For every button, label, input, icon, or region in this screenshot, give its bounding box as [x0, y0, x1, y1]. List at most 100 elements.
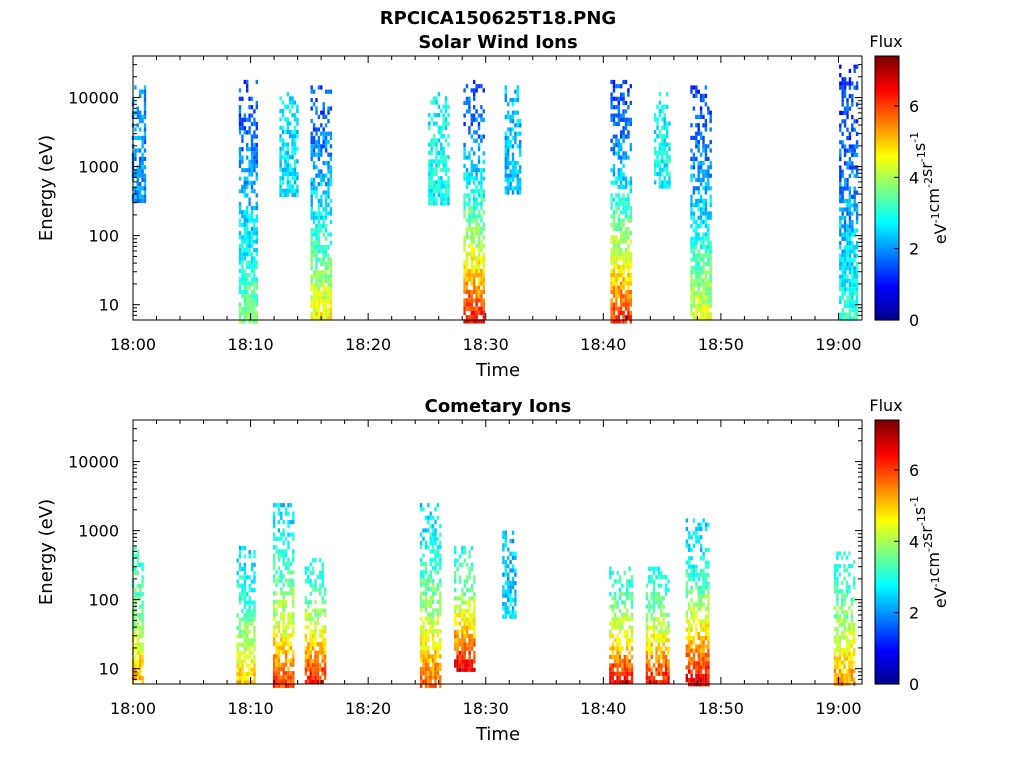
- heatmap-cell: [292, 620, 295, 625]
- heatmap-cell: [704, 211, 708, 216]
- heatmap-cell: [843, 148, 847, 153]
- heatmap-cell: [238, 121, 242, 127]
- heatmap-cell: [511, 610, 515, 615]
- heatmap-cell: [707, 522, 710, 527]
- heatmap-cell: [702, 211, 705, 216]
- colorbar-segment: [875, 547, 899, 551]
- heatmap-cell: [324, 303, 328, 308]
- colorbar-segment: [875, 221, 899, 224]
- heatmap-cell: [843, 94, 847, 99]
- heatmap-cell: [134, 148, 137, 153]
- heatmap-cell: [470, 264, 473, 269]
- heatmap-cell: [699, 245, 703, 250]
- heatmap-cell: [304, 637, 308, 643]
- heatmap-cell: [309, 679, 312, 685]
- heatmap-cell: [141, 177, 144, 182]
- heatmap-cell: [463, 583, 466, 588]
- heatmap-cell: [841, 119, 844, 124]
- heatmap-cell: [243, 604, 247, 609]
- heatmap-cell: [434, 570, 437, 575]
- heatmap-cell: [624, 231, 628, 236]
- heatmap-cell: [284, 117, 287, 122]
- heatmap-cell: [473, 613, 476, 618]
- heatmap-cell: [315, 291, 318, 296]
- heatmap-cell: [320, 274, 323, 279]
- heatmap-cell: [250, 277, 254, 282]
- heatmap-cell: [629, 315, 632, 320]
- heatmap-cell: [851, 228, 854, 233]
- colorbar-segment: [875, 571, 899, 575]
- heatmap-cell: [309, 616, 312, 622]
- heatmap-cell: [241, 667, 244, 672]
- heatmap-cell: [482, 306, 485, 311]
- heatmap-cell: [241, 256, 244, 261]
- heatmap-cell: [324, 308, 328, 313]
- heatmap-cell: [470, 289, 473, 295]
- heatmap-cell: [697, 140, 700, 145]
- heatmap-cell: [312, 316, 316, 321]
- heatmap-cell: [329, 182, 333, 187]
- heatmap-cell: [609, 680, 612, 685]
- heatmap-cell: [841, 81, 844, 86]
- heatmap-cell: [324, 148, 328, 153]
- heatmap-cell: [311, 558, 315, 563]
- heatmap-cell: [466, 587, 469, 593]
- heatmap-cell: [853, 291, 856, 296]
- heatmap-cell: [658, 180, 662, 185]
- heatmap-cell: [473, 273, 476, 278]
- heatmap-cell: [442, 201, 445, 206]
- heatmap-cell: [695, 308, 698, 313]
- heatmap-cell: [611, 650, 614, 655]
- heatmap-cell: [430, 197, 433, 202]
- heatmap-cell: [236, 663, 239, 668]
- heatmap-cell: [475, 319, 478, 324]
- heatmap-cell: [430, 150, 433, 156]
- heatmap-cell: [246, 130, 249, 135]
- heatmap-cell: [238, 680, 242, 685]
- heatmap-cell: [612, 151, 616, 156]
- heatmap-cell: [319, 650, 322, 655]
- heatmap-cell: [626, 663, 629, 668]
- heatmap-cell: [685, 636, 688, 641]
- heatmap-cell: [253, 638, 256, 643]
- heatmap-cell: [322, 308, 325, 313]
- heatmap-cell: [307, 675, 310, 680]
- heatmap-cell: [431, 637, 435, 642]
- heatmap-cell: [612, 306, 616, 311]
- heatmap-cell: [248, 604, 251, 609]
- heatmap-cell: [618, 646, 622, 651]
- heatmap-cell: [648, 663, 651, 668]
- heatmap-cell: [311, 679, 315, 685]
- heatmap-cell: [853, 190, 856, 195]
- heatmap-cell: [248, 638, 251, 643]
- heatmap-cell: [692, 606, 696, 611]
- heatmap-cell: [248, 575, 251, 580]
- heatmap-cell: [309, 583, 312, 588]
- heatmap-cell: [468, 550, 471, 555]
- heatmap-cell: [509, 169, 512, 174]
- heatmap-cell: [612, 84, 616, 89]
- heatmap-cell: [141, 676, 144, 681]
- heatmap-cell: [480, 239, 483, 244]
- heatmap-cell: [320, 173, 323, 178]
- heatmap-cell: [620, 113, 623, 118]
- heatmap-cell: [246, 247, 249, 253]
- heatmap-cell: [699, 219, 703, 224]
- heatmap-cell: [312, 287, 316, 292]
- heatmap-cell: [139, 676, 142, 681]
- heatmap-cell: [702, 148, 705, 153]
- heatmap-cell: [319, 587, 322, 592]
- heatmap-cell: [663, 142, 666, 147]
- heatmap-cell: [436, 570, 440, 575]
- heatmap-cell: [707, 232, 710, 237]
- heatmap-cell: [310, 299, 313, 304]
- heatmap-cell: [284, 641, 288, 646]
- heatmap-cell: [611, 671, 614, 676]
- heatmap-cell: [645, 591, 649, 597]
- heatmap-cell: [507, 585, 510, 590]
- heatmap-cell: [707, 261, 710, 266]
- heatmap-cell: [688, 577, 691, 582]
- heatmap-cell: [514, 161, 517, 166]
- heatmap-cell: [843, 614, 846, 619]
- heatmap-cell: [468, 587, 471, 593]
